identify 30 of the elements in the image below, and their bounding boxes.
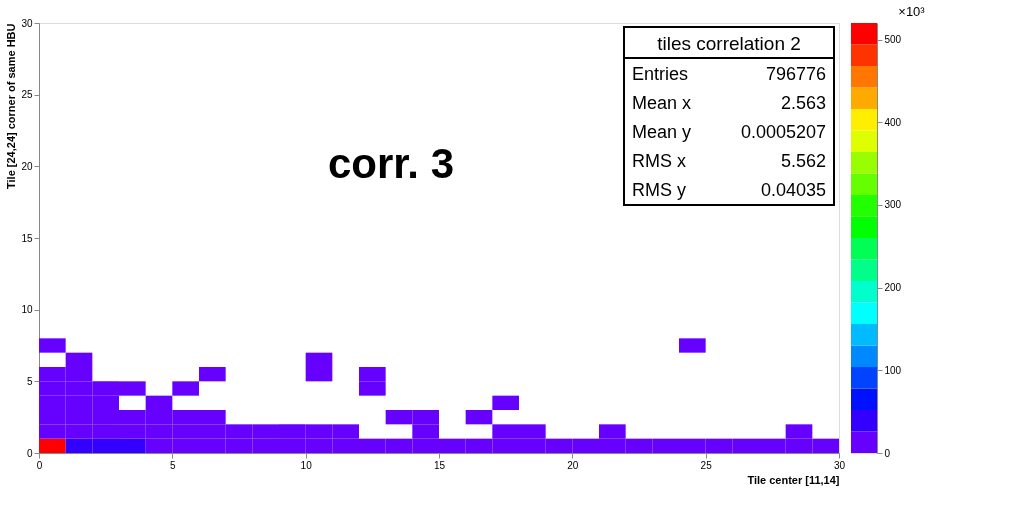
text: RMS x 5.562 <box>632 150 826 171</box>
color-bar-label: 0 <box>884 447 891 459</box>
text: ×10³ <box>898 4 926 19</box>
y-axis-title: Tile [24,24] corner of same HBU <box>5 23 18 189</box>
text: Entries 796776 <box>632 63 826 84</box>
y-tick-label: 15 <box>21 232 33 244</box>
x-tick-label: 10 <box>300 459 313 471</box>
x-tick-label: 0 <box>36 459 43 471</box>
y-tick-label: 30 <box>21 17 33 29</box>
text: Mean y 0.0005207 <box>632 121 826 142</box>
color-bar-label: 300 <box>884 199 902 211</box>
y-tick-label: 10 <box>21 304 33 316</box>
x-tick-label: 20 <box>567 459 579 471</box>
annotation: corr. 3 <box>327 139 455 187</box>
x-tick-label: 15 <box>433 459 446 471</box>
x-axis-title: Tile center [11,14] <box>747 473 840 486</box>
color-bar-label: 400 <box>884 116 902 128</box>
y-tick-label: 5 <box>26 375 33 387</box>
x-tick-label: 25 <box>700 459 713 471</box>
color-bar-label: 100 <box>884 364 902 376</box>
x-tick-label: 5 <box>170 459 177 471</box>
y-tick-label: 20 <box>21 160 33 172</box>
y-tick-label: 0 <box>26 447 33 459</box>
annotation: tiles correlation 2 <box>657 32 801 54</box>
color-bar-label: 200 <box>884 282 902 294</box>
text: RMS y 0.04035 <box>632 179 826 200</box>
y-tick-label: 25 <box>21 89 33 101</box>
x-tick-label: 30 <box>833 459 846 471</box>
text: Mean x 2.563 <box>632 92 826 113</box>
color-bar-label: 500 <box>884 34 902 46</box>
